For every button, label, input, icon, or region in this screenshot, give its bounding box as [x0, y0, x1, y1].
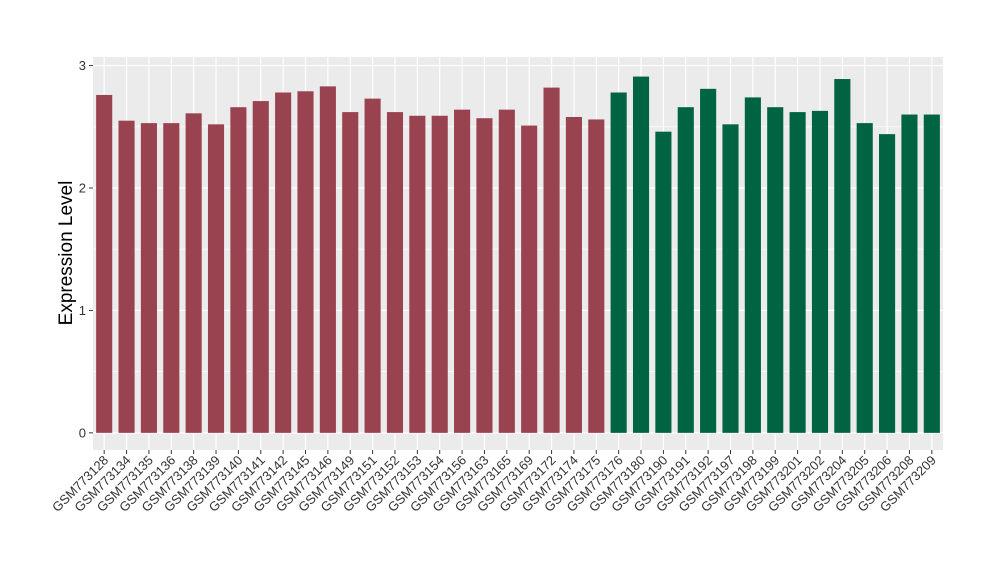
x-axis: GSM773128GSM773134GSM773135GSM773136GSM7…: [49, 450, 939, 515]
bar-GSM773128: [96, 94, 113, 433]
bar-GSM773202: [811, 110, 829, 433]
y-tick-label: 2: [79, 181, 86, 196]
bar-GSM773192: [700, 88, 717, 433]
bar-GSM773140: [230, 107, 247, 433]
bar-GSM773152: [386, 112, 404, 433]
bar-GSM773180: [632, 76, 650, 433]
bar-GSM773153: [409, 115, 426, 433]
bar-GSM773172: [543, 87, 560, 433]
bar-GSM773136: [163, 123, 180, 433]
bar-GSM773138: [185, 113, 202, 433]
bar-GSM773151: [364, 98, 381, 433]
y-axis-title: Expression Level: [56, 181, 77, 326]
bar-GSM773141: [252, 101, 269, 433]
y-tick-label: 1: [79, 303, 86, 318]
bar-GSM773149: [342, 112, 359, 433]
bar-GSM773154: [431, 115, 448, 433]
bar-GSM773191: [677, 107, 694, 433]
bars: [96, 76, 940, 433]
bar-GSM773199: [767, 107, 784, 433]
bar-GSM773206: [879, 134, 896, 433]
bar-GSM773163: [476, 118, 493, 433]
y-tick-label: 3: [79, 58, 86, 73]
bar-GSM773204: [834, 79, 851, 433]
bar-GSM773142: [275, 92, 292, 433]
bar-GSM773205: [856, 123, 873, 433]
bar-GSM773198: [744, 97, 761, 433]
bar-GSM773208: [901, 114, 918, 433]
bar-GSM773190: [655, 131, 672, 433]
y-tick-label: 0: [79, 425, 86, 440]
y-axis: 0 1 2 3: [79, 58, 93, 440]
bar-GSM773146: [319, 86, 336, 433]
bar-GSM773175: [588, 119, 605, 433]
bar-GSM773156: [454, 109, 471, 433]
bar-GSM773169: [521, 125, 538, 433]
bar-GSM773201: [789, 112, 806, 433]
bar-GSM773165: [498, 109, 515, 433]
bar-GSM773139: [207, 124, 225, 433]
bar-GSM773145: [297, 91, 314, 433]
bar-GSM773134: [118, 120, 135, 433]
bar-GSM773197: [722, 124, 739, 433]
bar-GSM773174: [565, 116, 582, 433]
bar-GSM773209: [923, 114, 940, 433]
bar-GSM773176: [610, 92, 627, 433]
bar-GSM773135: [140, 123, 157, 433]
